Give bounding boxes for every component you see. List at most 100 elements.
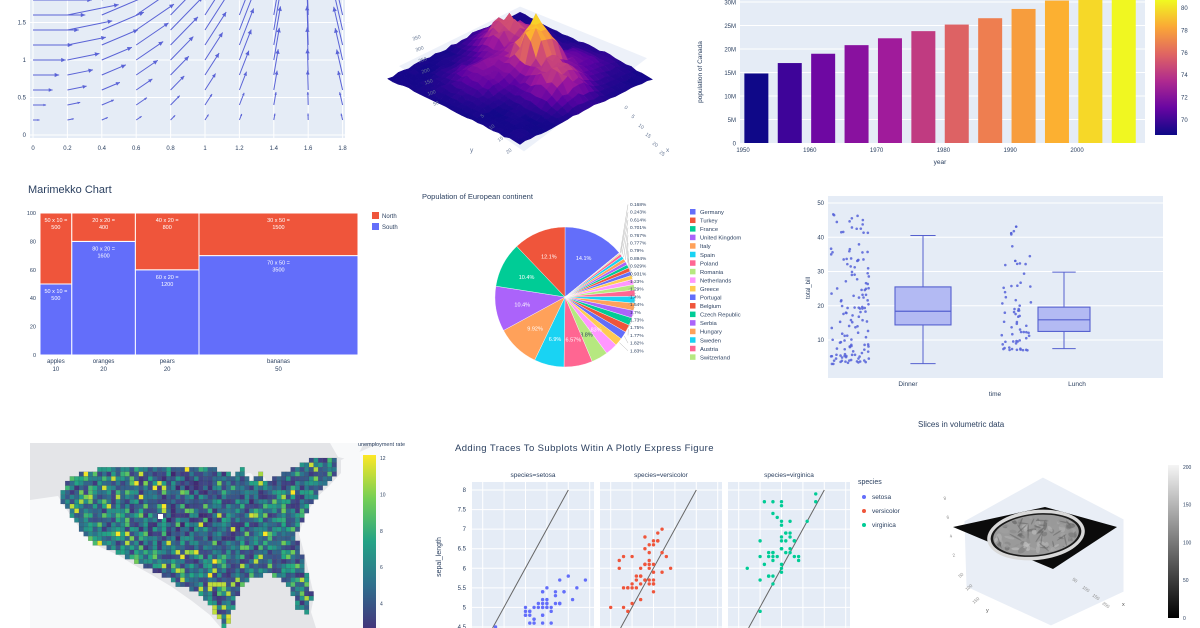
svg-text:Czech Republic: Czech Republic — [700, 313, 741, 319]
svg-text:300: 300 — [415, 45, 425, 53]
svg-text:Switzerland: Switzerland — [700, 355, 730, 361]
svg-text:0.168%: 0.168% — [630, 202, 647, 208]
svg-text:5.5: 5.5 — [458, 586, 467, 592]
atlantic-water — [299, 443, 380, 628]
svg-text:5: 5 — [480, 113, 486, 120]
svg-text:15: 15 — [497, 135, 505, 143]
svg-text:Spain: Spain — [700, 253, 715, 259]
hudson-water — [330, 443, 364, 461]
svg-text:1600: 1600 — [97, 253, 109, 259]
svg-text:y: y — [470, 147, 474, 154]
svg-text:80 x 20 =: 80 x 20 = — [92, 246, 115, 252]
svg-text:5: 5 — [630, 114, 636, 121]
svg-text:60: 60 — [30, 268, 36, 274]
svg-text:0.243%: 0.243% — [630, 210, 647, 216]
svg-text:5: 5 — [463, 605, 467, 611]
svg-text:oranges: oranges — [93, 359, 115, 365]
svg-text:150: 150 — [1183, 503, 1192, 509]
svg-text:0.4: 0.4 — [98, 146, 107, 152]
svg-text:0: 0 — [1183, 616, 1186, 622]
svg-text:apples: apples — [47, 359, 65, 365]
svg-text:150: 150 — [424, 78, 434, 86]
colorbar-ticks: 80 78 76 74 72 70 — [1181, 6, 1188, 124]
svg-text:1.77%: 1.77% — [630, 333, 644, 339]
svg-text:70 x 50 =: 70 x 50 = — [267, 261, 290, 267]
iris-subplots-chart: species=setosa species=versicolor species=… — [436, 472, 920, 628]
svg-text:Hungary: Hungary — [700, 330, 722, 336]
svg-text:1.73%: 1.73% — [630, 318, 644, 324]
svg-text:0.79%: 0.79% — [630, 248, 644, 254]
svg-text:7.5: 7.5 — [458, 508, 467, 514]
svg-text:20: 20 — [100, 367, 107, 373]
svg-text:12.1%: 12.1% — [541, 255, 557, 261]
svg-text:74: 74 — [1181, 73, 1188, 79]
svg-text:6: 6 — [463, 566, 467, 572]
svg-text:3500: 3500 — [272, 268, 284, 274]
county-map-chart: 12 10 8 6 4 — [30, 443, 386, 628]
svg-text:Austria: Austria — [700, 347, 719, 353]
svg-text:100: 100 — [427, 89, 437, 97]
svg-text:76: 76 — [1181, 51, 1188, 57]
svg-text:0.5: 0.5 — [18, 96, 27, 102]
pie-slice-turkey — [516, 226, 566, 298]
reference-line — [620, 489, 697, 628]
svg-text:United Kingdom: United Kingdom — [700, 236, 741, 242]
svg-text:1.4%: 1.4% — [630, 294, 642, 300]
bars — [744, 0, 1136, 144]
svg-text:1.5: 1.5 — [18, 21, 27, 27]
svg-text:50: 50 — [275, 367, 282, 373]
bar-1962 — [811, 53, 836, 143]
svg-text:0: 0 — [31, 146, 35, 152]
svg-text:30 x 50 =: 30 x 50 = — [267, 218, 290, 224]
svg-text:0.767%: 0.767% — [630, 233, 647, 239]
marimekko-y-axis: 0 20 40 60 80 100 — [27, 211, 36, 359]
svg-text:1.82%: 1.82% — [630, 341, 644, 347]
svg-text:Romania: Romania — [700, 270, 724, 276]
svg-text:40 x 20 =: 40 x 20 = — [156, 218, 179, 224]
iris-subplots-title: Adding Traces To Subplots Witin A Plotly… — [455, 443, 714, 454]
bar-1977 — [911, 31, 936, 143]
unemployment-colorbar — [363, 455, 376, 628]
facet-points-versicolor — [609, 527, 673, 614]
svg-text:150: 150 — [971, 596, 980, 605]
svg-text:12: 12 — [380, 456, 386, 462]
svg-text:1.2: 1.2 — [235, 146, 244, 152]
bar-1967 — [844, 45, 869, 144]
svg-text:France: France — [700, 227, 718, 233]
bar-1997 — [1044, 0, 1069, 144]
svg-text:800: 800 — [163, 225, 172, 231]
mri-texture — [992, 513, 1080, 557]
svg-text:0.931%: 0.931% — [630, 271, 647, 277]
svg-text:Poland: Poland — [700, 261, 718, 267]
svg-text:250: 250 — [418, 56, 428, 64]
map-colorbar-ticks: 12 10 8 6 4 — [380, 456, 386, 608]
svg-text:y: y — [986, 608, 989, 614]
svg-text:20: 20 — [164, 367, 171, 373]
svg-text:50 x 10 =: 50 x 10 = — [45, 218, 68, 224]
svg-text:80: 80 — [30, 239, 36, 245]
facet-y-label: sepal_length — [436, 537, 443, 577]
bar-2002 — [1078, 0, 1103, 143]
svg-text:1.6: 1.6 — [304, 146, 313, 152]
svg-text:10: 10 — [380, 492, 386, 498]
svg-text:30: 30 — [817, 270, 824, 276]
volumetric-colorbar-ticks: 200 150 100 50 0 — [1183, 465, 1192, 622]
svg-text:15: 15 — [644, 132, 652, 140]
svg-text:10.4%: 10.4% — [514, 302, 530, 308]
facet-title: species=setosa — [511, 472, 556, 479]
bar-2007 — [1111, 0, 1136, 143]
svg-text:0.777%: 0.777% — [630, 241, 647, 247]
pie-slice-germany — [564, 226, 620, 298]
svg-text:20 x 20 =: 20 x 20 = — [92, 218, 115, 224]
svg-text:x: x — [1122, 602, 1125, 608]
svg-text:100: 100 — [1081, 585, 1090, 594]
bar-1987 — [978, 18, 1003, 144]
bar-1982 — [944, 24, 969, 144]
svg-text:100: 100 — [964, 583, 973, 592]
pie-legend: Germany Turkey France United Kingdom Italy Sp… — [690, 209, 741, 361]
facet-title: species=versicolor — [634, 472, 688, 479]
segment-north-apples — [39, 212, 73, 285]
pie-outside-labels: 0.168% 0.243%0.614% 0.701% 0.767% 0.777%0.79… — [619, 202, 647, 354]
